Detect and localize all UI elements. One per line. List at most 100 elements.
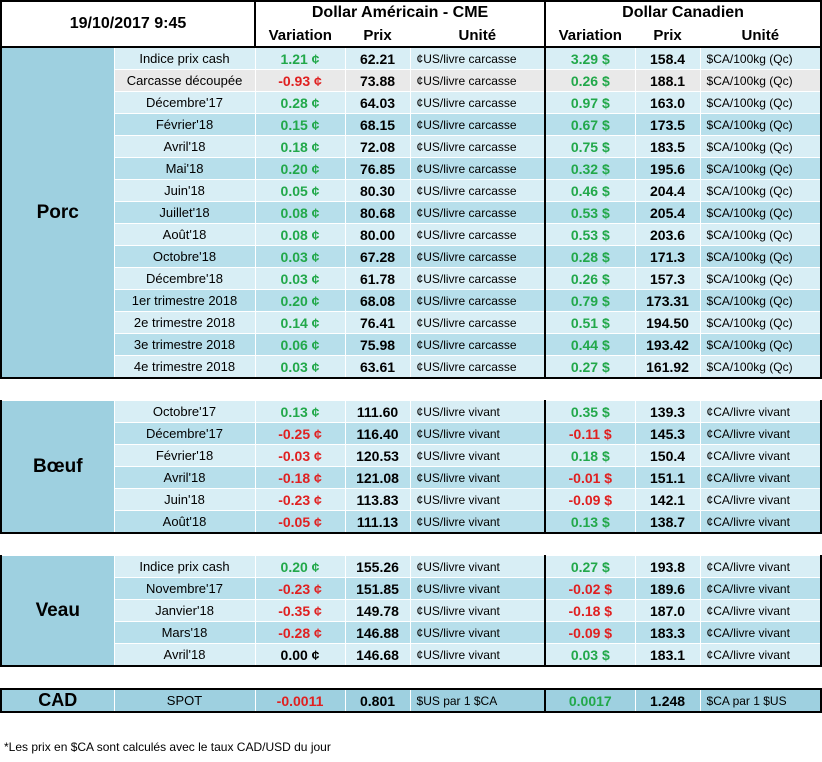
porc-row: Février'18 0.15 ¢ 68.15 ¢US/livre carcasse 0…: [1, 113, 822, 136]
usd-price: 68.15: [344, 113, 411, 136]
usd-variation: -0.93 ¢: [254, 69, 346, 92]
cad-unit: $CA/100kg (Qc): [699, 46, 822, 70]
cad-price: 145.3: [634, 422, 701, 445]
cad-section-title: Dollar Canadien: [544, 0, 822, 25]
contract-label: Août'18: [113, 510, 256, 534]
cad-price: 157.3: [634, 267, 701, 290]
cad-price: 189.6: [634, 577, 701, 600]
cad-price: 163.0: [634, 91, 701, 114]
porc-row: Mai'18 0.20 ¢ 76.85 ¢US/livre carcasse 0.32 …: [1, 157, 822, 180]
boeuf-row: Avril'18 -0.18 ¢ 121.08 ¢US/livre vivant -0.…: [1, 466, 822, 489]
usd-variation: 0.08 ¢: [254, 201, 346, 224]
cad-unit: $CA/100kg (Qc): [699, 69, 822, 92]
usd-unit: $US par 1 $CA: [409, 688, 547, 713]
porc-group-label: Porc: [0, 46, 115, 379]
cad-unit: ¢CA/livre vivant: [699, 621, 822, 644]
usd-unit: ¢US/livre vivant: [409, 400, 547, 423]
usd-variation: -0.23 ¢: [254, 488, 346, 511]
cad-variation: 0.53 $: [544, 223, 636, 246]
contract-label: Octobre'18: [113, 245, 256, 268]
usd-variation: -0.03 ¢: [254, 444, 346, 467]
spacer-cell: [0, 377, 822, 401]
usd-unit: ¢US/livre vivant: [409, 488, 547, 511]
contract-label: Juin'18: [113, 179, 256, 202]
veau-row: Janvier'18 -0.35 ¢ 149.78 ¢US/livre vivant -…: [1, 599, 822, 622]
usd-unit: ¢US/livre vivant: [409, 444, 547, 467]
porc-row: 1er trimestre 2018 0.20 ¢ 68.08 ¢US/livre c…: [1, 289, 822, 312]
cad-price: 183.3: [634, 621, 701, 644]
porc-row: Décembre'18 0.03 ¢ 61.78 ¢US/livre carcasse…: [1, 267, 822, 290]
contract-label: Août'18: [113, 223, 256, 246]
porc-row: Avril'18 0.18 ¢ 72.08 ¢US/livre carcasse 0.7…: [1, 135, 822, 158]
porc-row: Décembre'17 0.28 ¢ 64.03 ¢US/livre carcasse…: [1, 91, 822, 114]
usd-unit: ¢US/livre carcasse: [409, 179, 547, 202]
cad-unit: ¢CA/livre vivant: [699, 488, 822, 511]
price-table: 19/10/2017 9:45 Dollar Américain - CME D…: [0, 0, 822, 713]
usd-variation: 0.03 ¢: [254, 355, 346, 379]
usd-price: 68.08: [344, 289, 411, 312]
cad-variation: 0.46 $: [544, 179, 636, 202]
cad-variation: 0.27 $: [544, 555, 636, 578]
contract-label: Mars'18: [113, 621, 256, 644]
porc-row: Juin'18 0.05 ¢ 80.30 ¢US/livre carcasse 0.46…: [1, 179, 822, 202]
usd-unit: ¢US/livre carcasse: [409, 113, 547, 136]
cad-unit: ¢CA/livre vivant: [699, 643, 822, 667]
cad-price: 151.1: [634, 466, 701, 489]
contract-label: Juillet'18: [113, 201, 256, 224]
cad-col-prix: Prix: [634, 24, 701, 48]
cad-price: 187.0: [634, 599, 701, 622]
contract-label: Avril'18: [113, 135, 256, 158]
porc-row: 4e trimestre 2018 0.03 ¢ 63.61 ¢US/livre ca…: [1, 355, 822, 379]
boeuf-row: Juin'18 -0.23 ¢ 113.83 ¢US/livre vivant -0.0…: [1, 488, 822, 511]
usd-unit: ¢US/livre carcasse: [409, 289, 547, 312]
cad-price: 173.31: [634, 289, 701, 312]
cad-unit: $CA/100kg (Qc): [699, 91, 822, 114]
veau-row: Novembre'17 -0.23 ¢ 151.85 ¢US/livre vivant…: [1, 577, 822, 600]
usd-unit: ¢US/livre carcasse: [409, 69, 547, 92]
cad-price: 171.3: [634, 245, 701, 268]
usd-price: 80.30: [344, 179, 411, 202]
boeuf-group-label: Bœuf: [0, 400, 115, 534]
spacer-cell: [0, 532, 822, 556]
usd-variation: -0.05 ¢: [254, 510, 346, 534]
usd-price: 121.08: [344, 466, 411, 489]
cad-unit: $CA/100kg (Qc): [699, 113, 822, 136]
usd-variation: 0.28 ¢: [254, 91, 346, 114]
cad-price: 1.248: [634, 688, 701, 713]
cad-unit: ¢CA/livre vivant: [699, 466, 822, 489]
contract-label: Décembre'17: [113, 91, 256, 114]
usd-variation: 0.03 ¢: [254, 267, 346, 290]
usd-price: 111.13: [344, 510, 411, 534]
cad-group-label: CAD: [0, 688, 115, 713]
cad-variation: -0.11 $: [544, 422, 636, 445]
cad-variation: 0.13 $: [544, 510, 636, 534]
contract-label: Février'18: [113, 113, 256, 136]
cad-unit: $CA/100kg (Qc): [699, 311, 822, 334]
contract-label: Mai'18: [113, 157, 256, 180]
usd-unit: ¢US/livre vivant: [409, 555, 547, 578]
usd-price: 120.53: [344, 444, 411, 467]
cad-col-variation: Variation: [544, 24, 636, 48]
usd-variation: 0.18 ¢: [254, 135, 346, 158]
usd-unit: ¢US/livre carcasse: [409, 135, 547, 158]
veau-row: Mars'18 -0.28 ¢ 146.88 ¢US/livre vivant -0.0…: [1, 621, 822, 644]
contract-label: Février'18: [113, 444, 256, 467]
cad-unit: $CA par 1 $US: [699, 688, 822, 713]
usd-price: 113.83: [344, 488, 411, 511]
usd-unit: ¢US/livre carcasse: [409, 91, 547, 114]
porc-row: 3e trimestre 2018 0.06 ¢ 75.98 ¢US/livre ca…: [1, 333, 822, 356]
contract-label: Indice prix cash: [113, 555, 256, 578]
porc-row: 2e trimestre 2018 0.14 ¢ 76.41 ¢US/livre ca…: [1, 311, 822, 334]
usd-price: 151.85: [344, 577, 411, 600]
contract-label: Juin'18: [113, 488, 256, 511]
cad-variation: -0.09 $: [544, 621, 636, 644]
cad-variation: 0.53 $: [544, 201, 636, 224]
report-datetime: 19/10/2017 9:45: [0, 0, 257, 48]
usd-variation: -0.28 ¢: [254, 621, 346, 644]
cad-variation: -0.18 $: [544, 599, 636, 622]
contract-label: Décembre'17: [113, 422, 256, 445]
cad-variation: 0.0017: [544, 688, 636, 713]
cad-variation: 0.75 $: [544, 135, 636, 158]
usd-unit: ¢US/livre carcasse: [409, 157, 547, 180]
cad-unit: $CA/100kg (Qc): [699, 355, 822, 379]
